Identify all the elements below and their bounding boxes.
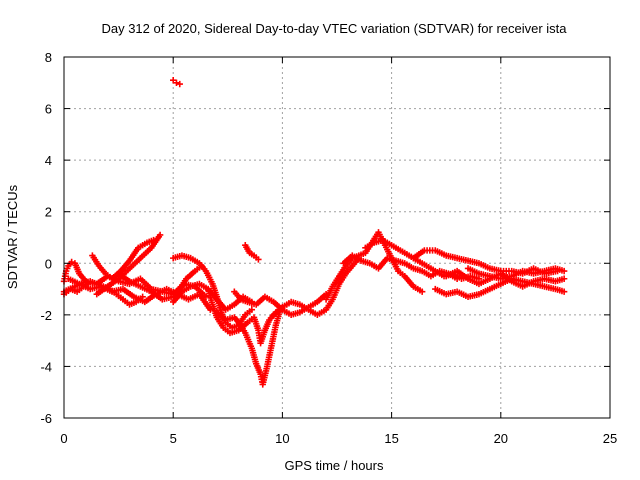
data-point	[176, 80, 183, 88]
tick-labels: 0 5 10 15 20 25 -6 -4 -2 0 2 4 6 8	[40, 50, 617, 446]
series-track-21	[242, 242, 262, 263]
data-point	[173, 79, 180, 86]
x-tick-label: 10	[275, 431, 289, 446]
y-axis-label: SDTVAR / TECUs	[5, 184, 20, 289]
y-tick-label: -6	[40, 411, 52, 426]
axis-ticks	[63, 56, 611, 419]
data-marks	[60, 77, 568, 388]
data-point	[150, 236, 157, 244]
y-tick-label: 2	[45, 205, 52, 220]
data-point	[418, 288, 426, 295]
y-tick-label: 8	[45, 50, 52, 65]
series-track-20	[170, 77, 183, 88]
y-tick-label: 4	[45, 153, 52, 168]
series-track-10	[213, 306, 284, 388]
series-track-17	[432, 275, 568, 301]
x-axis-label: GPS time / hours	[285, 458, 384, 473]
data-point	[68, 258, 75, 266]
series-track-6	[115, 262, 205, 303]
data-point	[248, 306, 256, 313]
x-tick-label: 5	[170, 431, 177, 446]
chart-title: Day 312 of 2020, Sidereal Day-to-day VTE…	[101, 21, 567, 36]
data-point	[560, 267, 568, 275]
y-tick-label: 0	[45, 256, 52, 271]
data-point	[560, 275, 568, 282]
series-track-4	[93, 231, 164, 298]
series-track-19	[464, 265, 568, 282]
data-point	[139, 293, 146, 301]
x-tick-label: 25	[603, 431, 617, 446]
plot-frame	[63, 56, 611, 419]
x-tick-label: 15	[384, 431, 398, 446]
y-tick-label: 6	[45, 102, 52, 117]
data-point	[255, 256, 262, 263]
x-tick-label: 0	[60, 431, 67, 446]
y-tick-label: -2	[40, 308, 52, 323]
data-point	[170, 77, 177, 84]
x-tick-label: 20	[494, 431, 508, 446]
series-track-9	[204, 285, 280, 347]
series-track-12	[270, 254, 363, 319]
data-point	[156, 231, 164, 239]
grid-lines	[64, 57, 610, 418]
data-point	[560, 288, 568, 295]
y-tick-label: -4	[40, 359, 52, 374]
series-track-16	[410, 247, 561, 277]
